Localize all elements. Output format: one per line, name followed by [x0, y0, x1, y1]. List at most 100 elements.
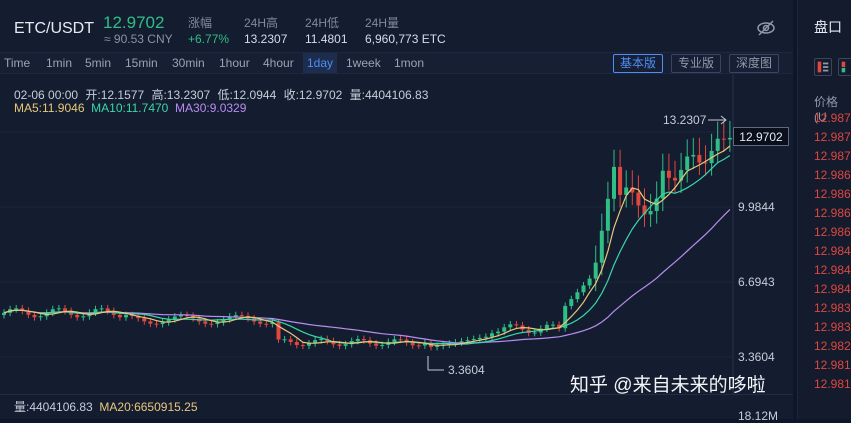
candle-body [612, 166, 616, 199]
price-column-header: 价格 (U [814, 95, 839, 124]
candle-body [703, 162, 708, 164]
candle-body [508, 324, 513, 328]
order-book-title[interactable]: 盘口 [814, 19, 842, 35]
candle-body [416, 345, 421, 347]
tf-4hour[interactable]: 4hour [263, 56, 294, 70]
candle-body [422, 342, 427, 346]
candle-body [514, 324, 519, 326]
candle-body [581, 285, 586, 293]
high-24h-value: 13.2307 [244, 32, 288, 46]
candle-body [679, 169, 684, 181]
ask-price-row[interactable]: 12.986 [814, 187, 851, 201]
ask-price-row[interactable]: 12.984 [814, 244, 851, 258]
tf-30min[interactable]: 30min [172, 56, 205, 70]
ask-price-row[interactable]: 12.987 [814, 111, 851, 125]
low-24h-value: 11.4801 [305, 32, 348, 46]
volume-panel: 量:4404106.83 MA20:6650915.25 18.12M [0, 394, 793, 423]
candle-body [593, 262, 598, 279]
candle-body [624, 187, 629, 195]
ma30-value: MA30:9.0329 [175, 101, 247, 115]
eye-off-icon[interactable] [756, 18, 776, 38]
order-book-split-icon[interactable] [838, 58, 851, 76]
candle-body [313, 340, 318, 344]
candle-body [392, 339, 397, 342]
tf-5min[interactable]: 5min [85, 56, 112, 70]
candle-body [307, 343, 311, 346]
candle-body [81, 316, 86, 318]
ask-price-row[interactable]: 12.981 [814, 377, 851, 391]
tf-15min[interactable]: 15min [125, 56, 158, 70]
candle-body [239, 315, 244, 317]
candle-body [380, 344, 385, 346]
candle-body [105, 308, 110, 311]
candle-body [721, 138, 726, 140]
ask-price-row[interactable]: 12.984 [814, 282, 851, 296]
candle-body [557, 324, 562, 329]
tf-1week[interactable]: 1week [346, 56, 381, 70]
ma5-line [3, 145, 731, 346]
view-depth-button[interactable]: 深度图 [729, 54, 780, 73]
ask-price-row[interactable]: 12.986 [814, 168, 851, 182]
view-basic-button[interactable]: 基本版 [613, 54, 664, 73]
ask-price-row[interactable]: 12.987 [814, 149, 851, 163]
candle-body [465, 340, 470, 342]
candle-body [648, 211, 653, 215]
ask-price-row[interactable]: 12.986 [814, 225, 851, 239]
ask-price-row[interactable]: 12.987 [814, 130, 851, 144]
volume-ma20: MA20:6650915.25 [99, 400, 198, 414]
candle-body [282, 339, 287, 341]
candle-body [178, 315, 183, 317]
candle-body [551, 324, 555, 326]
watermark: 知乎 @来自未来的哆啦 [570, 375, 766, 396]
candle-body [685, 156, 690, 170]
ask-price-row[interactable]: 12.983 [814, 320, 851, 334]
candle-body [264, 323, 269, 325]
tf-1min[interactable]: 1min [46, 56, 73, 70]
candle-body [575, 292, 580, 300]
candle-body [361, 339, 366, 341]
ma30-line [3, 208, 731, 344]
candle-body [32, 314, 37, 318]
tf-1hour[interactable]: 1hour [219, 56, 250, 70]
candle-body [221, 319, 226, 323]
ohlc-open: 开:12.1577 [85, 88, 145, 102]
ask-price-row[interactable]: 12.984 [814, 263, 851, 277]
candle-body [618, 166, 623, 195]
candle-body [666, 170, 671, 178]
candle-body [276, 322, 281, 340]
volume-24h-value: 6,960,773 ETC [365, 32, 446, 46]
order-book-layout-icon[interactable] [814, 58, 832, 76]
tf-1day[interactable]: 1day [303, 53, 338, 73]
volume-24h-label: 24H量 [365, 16, 400, 30]
candle-body [300, 345, 305, 347]
candle-body [355, 339, 360, 341]
tf-1mon[interactable]: 1mon [394, 56, 425, 70]
y-axis-label: 6.6943 [738, 275, 775, 289]
candle-body [20, 308, 25, 311]
candle-body [587, 278, 592, 286]
view-pro-button[interactable]: 专业版 [671, 54, 722, 73]
candle-body [398, 339, 403, 341]
candlestick-chart[interactable] [0, 74, 793, 394]
candle-body [136, 315, 141, 319]
candle-body [727, 137, 732, 140]
candle-body [410, 342, 415, 346]
tf-time[interactable]: Time [4, 56, 31, 70]
current-price-tag: 12.9702 [733, 127, 789, 146]
candle-body [294, 341, 299, 346]
ask-price-row[interactable]: 12.981 [814, 358, 851, 372]
candle-body [93, 309, 98, 313]
candle-body [233, 315, 238, 317]
y-axis-label: 3.3604 [738, 350, 775, 364]
ticker-header: ETC/USDT 12.9702 ≈ 90.53 CNY 涨幅 +6.77% 2… [0, 0, 793, 50]
ask-price-row[interactable]: 12.986 [814, 206, 851, 220]
candle-body [331, 341, 336, 345]
ask-price-row[interactable]: 12.983 [814, 301, 851, 315]
ask-price-row[interactable]: 12.982 [814, 339, 851, 353]
pair-name[interactable]: ETC/USDT [14, 20, 94, 37]
candle-body [227, 316, 232, 320]
candle-body [483, 336, 488, 338]
candle-body [209, 323, 214, 325]
order-book-panel: 盘口 价格 (U 12.987 12.987 12.987 12.986 12.986 1… [797, 0, 851, 419]
candles-group [2, 120, 732, 351]
